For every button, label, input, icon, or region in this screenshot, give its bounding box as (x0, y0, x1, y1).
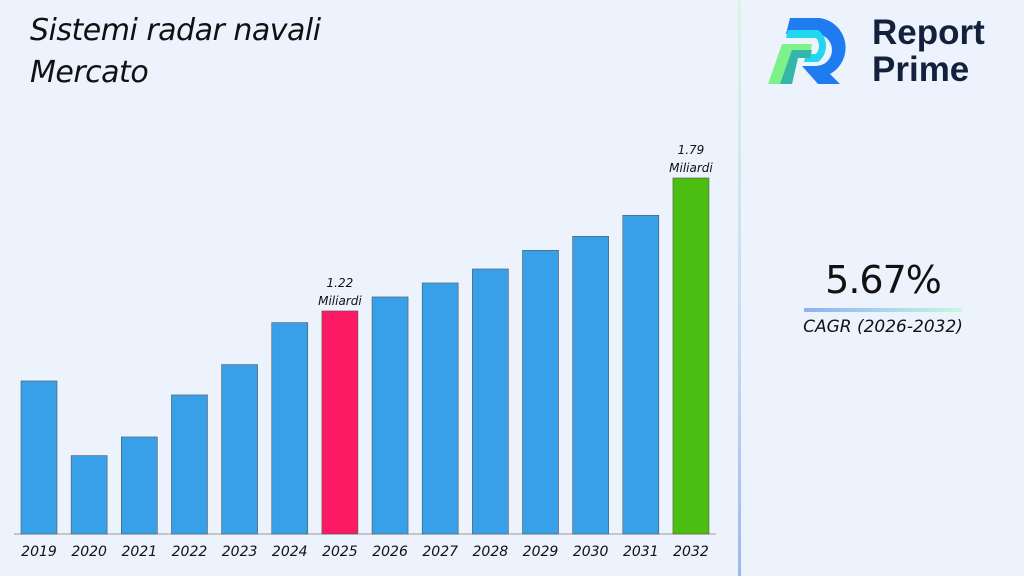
data-label-unit: Miliardi (669, 161, 713, 175)
bar-2031 (622, 215, 660, 535)
bar-2030 (572, 236, 609, 535)
bar-2029 (522, 250, 559, 535)
cagr-block: 5.67% CAGR (2026-2032) (800, 258, 966, 337)
x-tick-label: 2025 (322, 544, 358, 560)
x-tick-label: 2028 (473, 544, 509, 560)
title-line-2: Mercato (30, 55, 149, 90)
brand-line-1: Report (872, 13, 985, 52)
logo-mark-icon (768, 18, 846, 84)
bar-2019 (20, 380, 58, 535)
title-line-1: Sistemi radar navali (30, 13, 321, 48)
chart-title: Sistemi radar navali Mercato (30, 10, 321, 94)
bar-2027 (421, 282, 459, 535)
x-tick-label: 2021 (121, 544, 157, 560)
x-tick-label: 2027 (422, 544, 458, 560)
cagr-underline (804, 308, 962, 312)
bar-2021 (121, 436, 158, 535)
data-label-value: 1.79 (678, 143, 705, 157)
bar-chart: 2019 2020 2021 2022 2023 2024 2025 1.22 Miliardi… (14, 143, 716, 560)
cagr-value: 5.67% (825, 258, 942, 302)
bar-2023 (221, 364, 258, 535)
divider (738, 0, 741, 576)
brand-line-2: Prime (872, 50, 970, 89)
x-tick-label: 2031 (623, 544, 659, 560)
bar-2022 (171, 394, 208, 535)
bar-2028 (472, 268, 509, 535)
x-tick-label: 2023 (222, 544, 258, 560)
cagr-label: CAGR (2026-2032) (803, 317, 963, 337)
x-tick-label: 2024 (272, 544, 308, 560)
data-label-value: 1.22 (327, 276, 354, 290)
bar-2024 (271, 322, 309, 535)
x-tick-label: 2019 (21, 544, 57, 560)
bar-2032 (672, 177, 710, 535)
x-tick-label: 2030 (573, 544, 609, 560)
x-tick-label: 2029 (523, 544, 559, 560)
bar-2020 (70, 455, 108, 535)
data-label-unit: Miliardi (318, 294, 362, 308)
x-tick-label: 2026 (372, 544, 408, 560)
bar-2025 (321, 310, 359, 535)
x-tick-label: 2022 (172, 544, 208, 560)
x-tick-label: 2020 (71, 544, 107, 560)
x-tick-label: 2032 (673, 544, 709, 560)
report-prime-logo: Report Prime (768, 14, 1008, 88)
bar-2026 (371, 296, 409, 535)
